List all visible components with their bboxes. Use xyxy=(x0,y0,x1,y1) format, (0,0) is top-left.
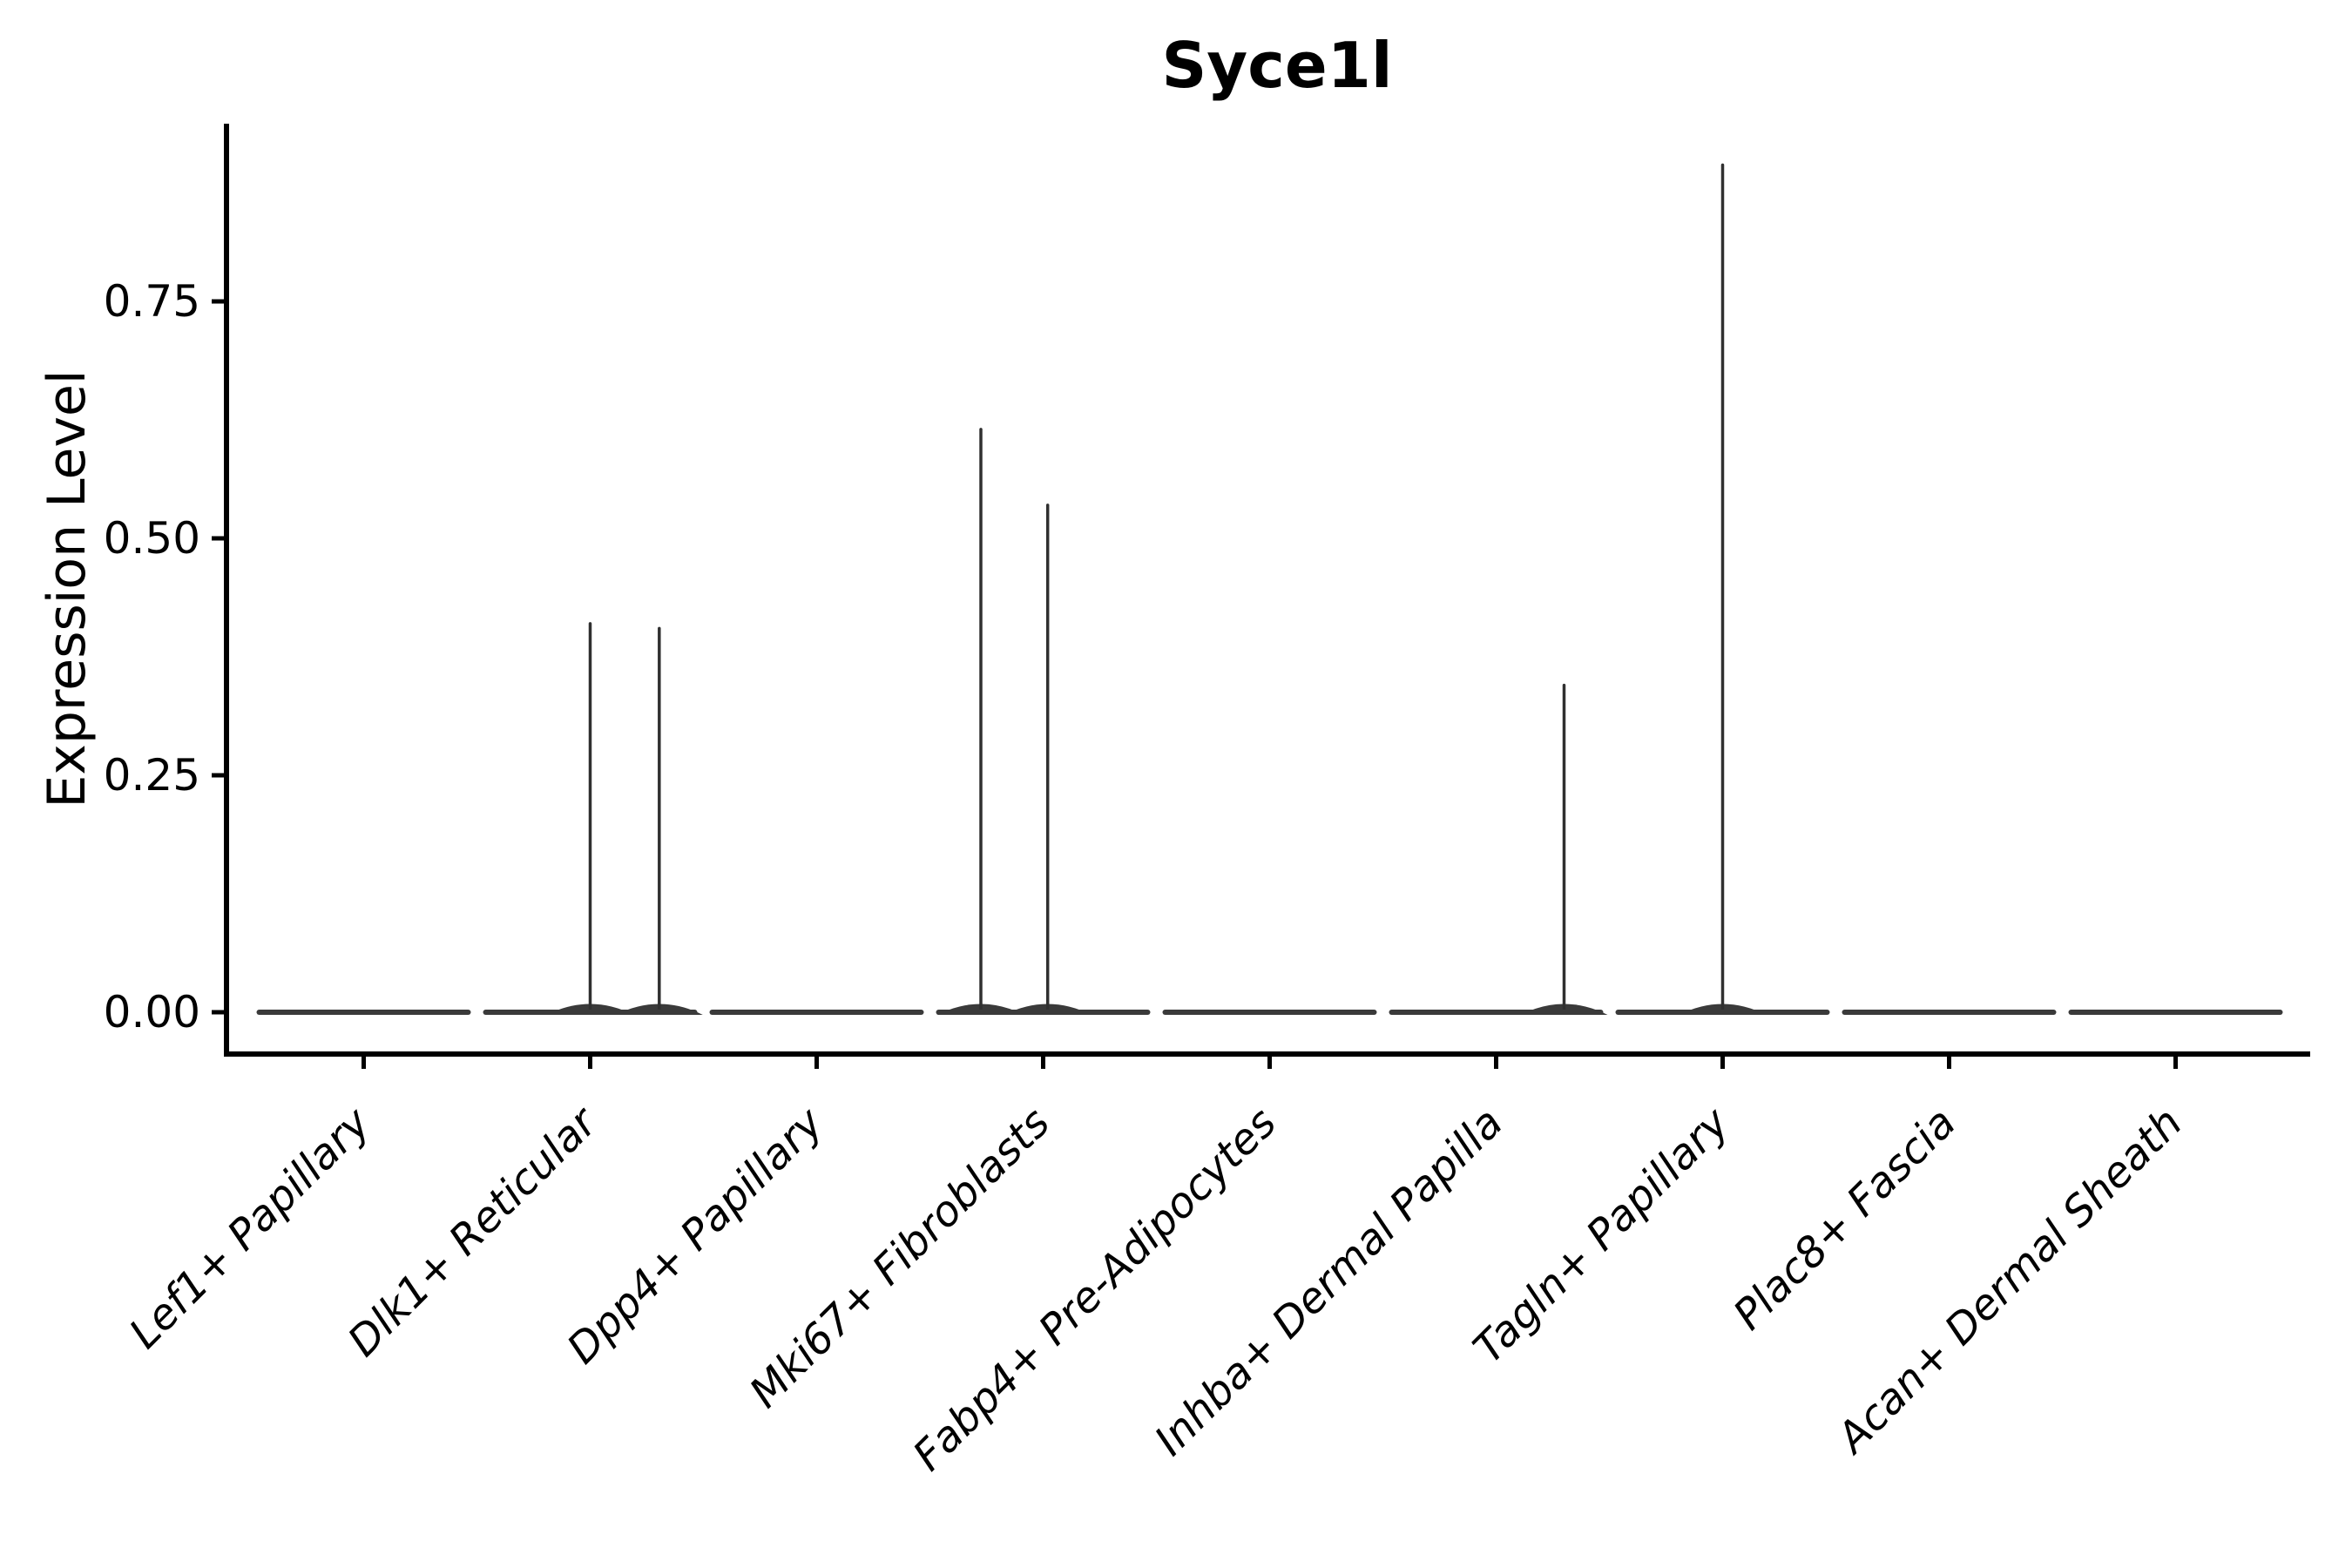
x-tick-label: Dlk1+ Reticular xyxy=(339,1097,609,1367)
chart-title: Syce1l xyxy=(1161,29,1392,102)
y-tick-label: 0.25 xyxy=(104,750,200,801)
y-tick-label: 0.75 xyxy=(104,276,200,327)
y-axis-label: Expression Level xyxy=(37,369,98,808)
y-tick-label: 0.00 xyxy=(104,987,200,1037)
violin-tagln-papillary xyxy=(1615,163,1830,1015)
x-tick-label: Fabp4+ Pre-Adipocytes xyxy=(903,1098,1286,1481)
violin-dlk1-reticular xyxy=(483,622,703,1015)
violin-mki67-fibroblasts xyxy=(936,428,1151,1015)
violin-inhba-dermal-papilla xyxy=(1389,683,1608,1015)
x-tick-label: Lef1+ Papillary xyxy=(120,1098,381,1358)
violin-layer xyxy=(256,163,2283,1015)
y-tick-label: 0.50 xyxy=(104,513,200,564)
x-tick-label: Plac8+ Fascia xyxy=(1724,1098,1965,1340)
